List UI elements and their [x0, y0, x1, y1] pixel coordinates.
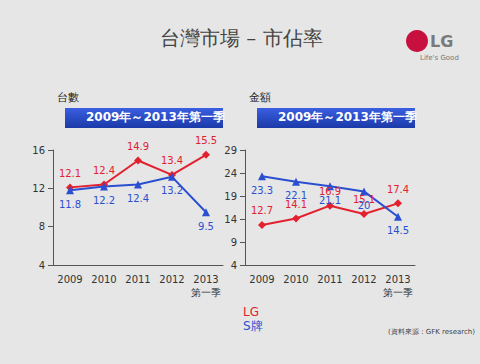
svg-text:29: 29: [224, 145, 237, 156]
svg-text:19: 19: [224, 191, 237, 202]
svg-text:4: 4: [39, 260, 45, 271]
svg-text:9: 9: [231, 237, 237, 248]
svg-text:17.4: 17.4: [387, 184, 409, 195]
svg-text:22.1: 22.1: [285, 190, 307, 201]
svg-text:第一季: 第一季: [383, 287, 413, 298]
svg-text:金額: 金額: [249, 91, 271, 104]
svg-text:12.4: 12.4: [127, 193, 149, 204]
svg-text:16.9: 16.9: [318, 186, 342, 198]
svg-text:2009: 2009: [57, 274, 82, 285]
svg-text:14.5: 14.5: [387, 225, 409, 236]
svg-text:23.3: 23.3: [251, 185, 273, 196]
svg-text:12.1: 12.1: [59, 168, 81, 179]
svg-text:13.4: 13.4: [161, 155, 183, 166]
svg-text:2012: 2012: [351, 274, 376, 285]
svg-text:Life's Good: Life's Good: [420, 54, 459, 62]
svg-text:S牌: S牌: [243, 319, 263, 333]
svg-text:第一季: 第一季: [191, 287, 221, 298]
svg-text:12: 12: [32, 183, 45, 194]
svg-text:2011: 2011: [317, 274, 342, 285]
svg-text:12.4: 12.4: [93, 165, 115, 176]
svg-text:LG: LG: [430, 32, 453, 51]
svg-text:13.2: 13.2: [161, 185, 183, 196]
svg-text:15.1: 15.1: [352, 194, 376, 206]
svg-text:(資料來源：GFK research): (資料來源：GFK research): [388, 328, 475, 336]
svg-text:2013: 2013: [385, 274, 410, 285]
svg-text:2011: 2011: [125, 274, 150, 285]
svg-text:12.2: 12.2: [93, 195, 115, 206]
svg-text:2010: 2010: [283, 274, 308, 285]
svg-text:16: 16: [32, 145, 45, 156]
svg-text:2010: 2010: [91, 274, 116, 285]
svg-text:2009年～2013年第一季: 2009年～2013年第一季: [278, 110, 418, 124]
svg-text:2009: 2009: [249, 274, 274, 285]
svg-text:12.7: 12.7: [251, 205, 273, 216]
svg-text:14.9: 14.9: [127, 141, 149, 152]
svg-text:9.5: 9.5: [198, 221, 214, 232]
svg-text:台數: 台數: [57, 91, 79, 104]
svg-text:14.1: 14.1: [284, 199, 308, 210]
svg-text:15.5: 15.5: [195, 135, 217, 146]
svg-text:14: 14: [224, 214, 237, 225]
svg-text:LG: LG: [243, 305, 259, 319]
svg-text:11.8: 11.8: [59, 199, 81, 210]
svg-text:20: 20: [358, 200, 371, 211]
svg-text:2009年～2013年第一季: 2009年～2013年第一季: [86, 110, 226, 124]
svg-text:台灣市場 – 市佔率: 台灣市場 – 市佔率: [160, 26, 323, 50]
svg-text:2012: 2012: [159, 274, 184, 285]
svg-text:24: 24: [224, 168, 237, 179]
svg-text:21.1: 21.1: [319, 195, 341, 206]
svg-text:8: 8: [39, 221, 45, 232]
svg-text:2013: 2013: [193, 274, 218, 285]
svg-text:4: 4: [231, 260, 237, 271]
